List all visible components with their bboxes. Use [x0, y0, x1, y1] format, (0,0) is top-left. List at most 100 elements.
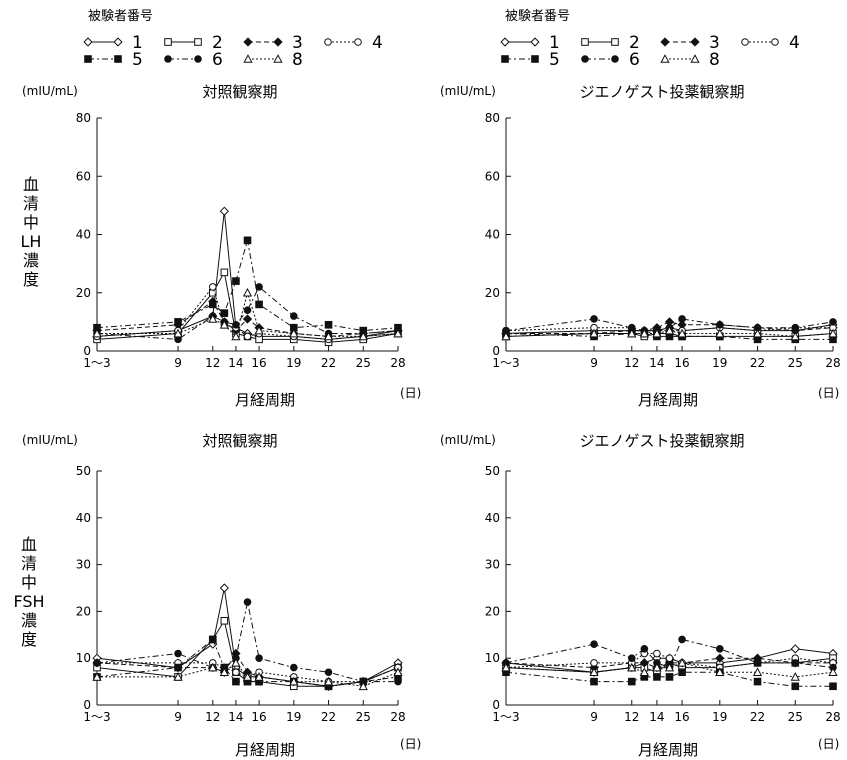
y-tick-label: 0 [83, 698, 91, 712]
data-point [254, 325, 264, 335]
data-point [208, 662, 218, 672]
legend-marker-icon [243, 37, 253, 47]
y-axis-label-char: 血 [21, 535, 37, 554]
legend-entry-label: 2 [212, 33, 223, 53]
legend-marker-icon [84, 55, 92, 63]
panel-2: 0 20 40 60 80 1〜3 9 12 14 16 19 22 25 28 [485, 111, 841, 370]
panel-title: ジエノゲスト投薬観察期 [579, 83, 744, 101]
panel-1: 0 20 40 60 80 1〜3 9 12 14 16 19 22 25 28 [76, 111, 406, 370]
x-tick-label: 9 [590, 710, 598, 724]
legend-entry-label: 4 [789, 33, 800, 53]
x-tick-label: 12 [205, 710, 220, 724]
y-tick-label: 40 [485, 511, 500, 525]
x-tick-label: 28 [390, 710, 405, 724]
legend-title: 被験者番号 [505, 9, 570, 24]
panel-title: 対照観察期 [202, 83, 277, 101]
x-tick-label: 22 [750, 356, 765, 370]
data-point [590, 640, 598, 648]
y-tick-label: 30 [485, 558, 500, 572]
legend-marker-icon [501, 55, 509, 63]
data-point [219, 319, 229, 329]
series-line [505, 330, 834, 337]
data-point [665, 654, 674, 663]
y-tick-label: 20 [485, 604, 500, 618]
legend-entry-label: 3 [709, 33, 720, 53]
x-tick-label: 1〜3 [83, 356, 110, 370]
data-point [323, 676, 334, 686]
y-tick-label: 50 [76, 464, 91, 478]
legend-entry-label: 5 [549, 50, 560, 70]
y-axis-label-char: 清 [23, 194, 39, 213]
legend-marker-icon [83, 37, 93, 47]
data-point [243, 306, 252, 315]
y-tick-label: 40 [76, 511, 91, 525]
legend-marker-icon [690, 54, 700, 63]
legend-marker-icon [741, 38, 749, 46]
data-point [208, 314, 218, 323]
data-point [220, 309, 229, 317]
y-axis-label-char: 中 [23, 213, 39, 232]
data-point [664, 325, 675, 335]
data-point [93, 659, 101, 667]
panel-4: 0 10 20 30 40 50 1〜3 9 12 14 16 19 22 25 28 [485, 464, 841, 724]
x-tick-label: 12 [624, 710, 639, 724]
data-point [829, 318, 837, 326]
series-8 [501, 658, 838, 681]
data-point [394, 677, 402, 686]
legend-marker-icon [771, 38, 779, 46]
data-point [255, 283, 263, 291]
x-tick-label: 19 [712, 710, 727, 724]
panel-3: 0 10 20 30 40 50 1〜3 9 12 14 16 19 22 25 28 [76, 464, 406, 724]
data-point [324, 668, 333, 677]
data-point [219, 667, 229, 677]
legend-marker-icon [611, 38, 619, 46]
data-point [715, 328, 725, 338]
x-tick-label: 1〜3 [492, 356, 519, 370]
data-point [219, 583, 229, 593]
legend-marker-icon [324, 38, 332, 46]
data-point [677, 328, 687, 338]
y-tick-label: 0 [492, 698, 500, 712]
data-point [290, 312, 298, 320]
y-tick-label: 20 [76, 286, 91, 300]
data-point [231, 658, 241, 667]
series-line [97, 662, 399, 687]
legend-marker-icon [660, 37, 670, 47]
legend-entry-label: 5 [132, 50, 143, 70]
data-point [652, 662, 662, 672]
data-point [255, 654, 263, 663]
data-point [289, 676, 299, 686]
unit-label: (mIU/mL) [22, 84, 78, 98]
x-unit-label: (日) [400, 386, 421, 400]
legend-left: 被験者番号 1 2 3 4 5 6 8 [83, 9, 383, 70]
data-point [790, 331, 800, 341]
data-point [829, 682, 837, 691]
x-axis-label: 月経周期 [235, 741, 295, 759]
data-point [501, 331, 511, 341]
series-line [505, 657, 833, 669]
legend-marker-icon [611, 55, 619, 63]
data-point [243, 598, 252, 606]
data-point [242, 314, 253, 324]
y-axis-label-char: FSH [13, 592, 44, 611]
y-axis-label-char: 度 [21, 630, 37, 649]
series-8 [92, 658, 403, 691]
x-tick-label: 9 [174, 710, 182, 724]
data-point [242, 672, 253, 681]
data-point [232, 277, 240, 285]
x-axis-label: 月経周期 [638, 741, 698, 759]
data-point [208, 300, 217, 309]
legend-entry-label: 6 [212, 50, 223, 70]
series-8 [501, 325, 838, 341]
data-point [640, 645, 649, 653]
data-point [242, 287, 253, 297]
y-tick-label: 60 [485, 169, 500, 183]
data-point [678, 315, 686, 323]
legend-marker-icon [581, 38, 589, 46]
data-point [665, 673, 674, 681]
data-point [393, 667, 403, 677]
data-point [232, 668, 240, 677]
data-point [589, 328, 599, 338]
data-point [716, 645, 724, 653]
